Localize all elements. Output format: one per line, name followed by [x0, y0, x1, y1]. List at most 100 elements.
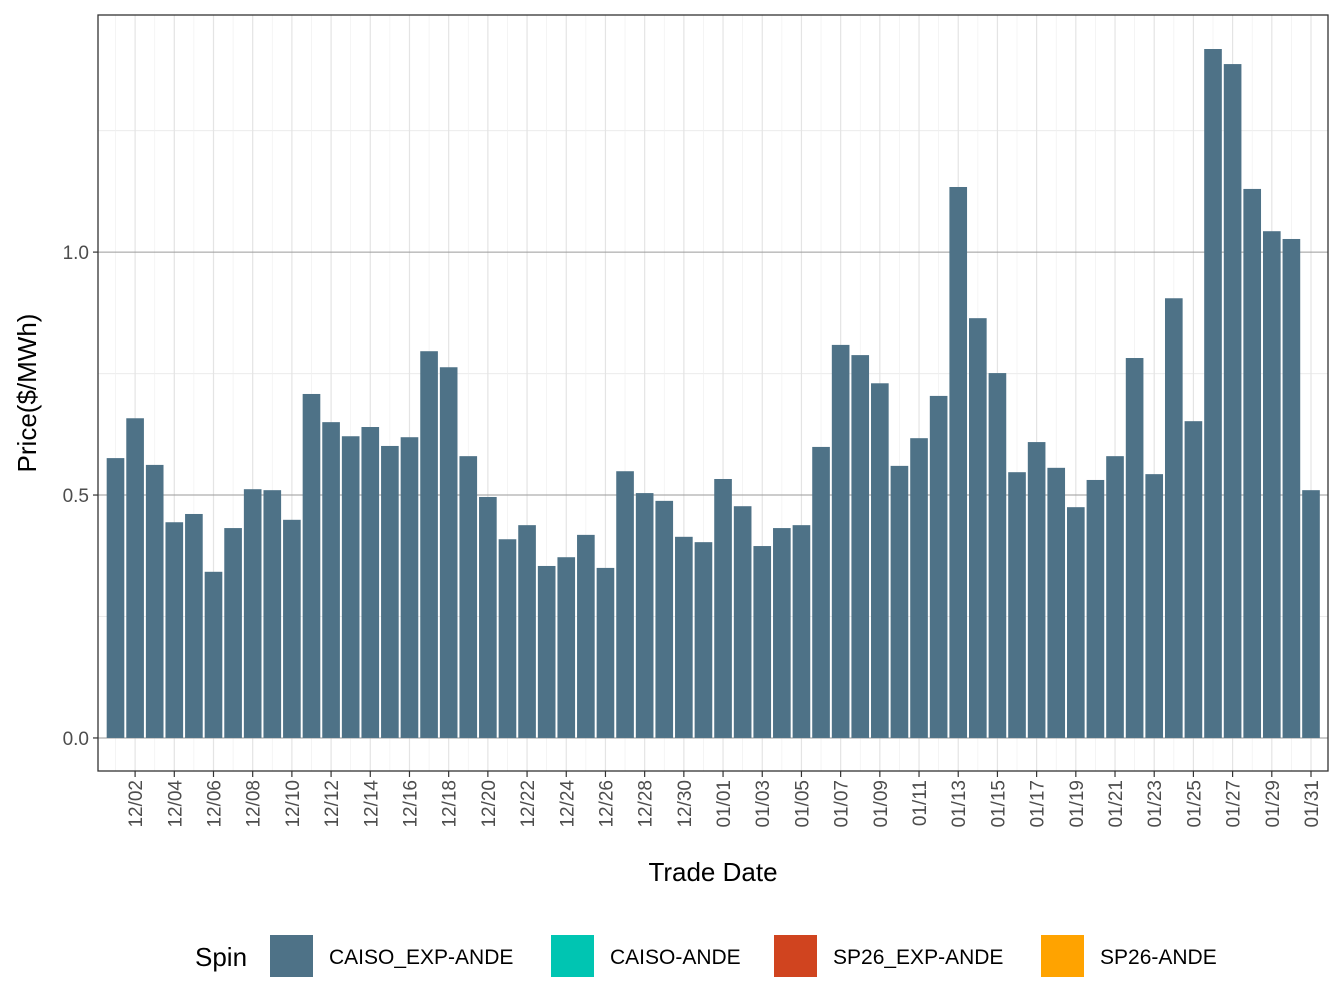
bar-01/03: [753, 546, 772, 738]
y-tick-label: 1.0: [63, 243, 89, 264]
bars: [106, 49, 1320, 738]
bar-01/09: [871, 383, 889, 738]
bar-01/23: [1145, 474, 1164, 738]
bar-01/10: [890, 465, 909, 738]
x-tick-label: 01/07: [832, 780, 853, 828]
bar-12/28: [635, 493, 654, 738]
bar-01/13: [949, 186, 968, 738]
bar-12/07: [224, 528, 242, 738]
x-tick-label: 12/06: [204, 780, 225, 828]
bar-12/26: [596, 567, 615, 738]
bar-01/25: [1184, 421, 1203, 738]
legend-swatch-CAISO-ANDE: [551, 935, 594, 977]
bar-12/23: [537, 565, 556, 738]
bar-01/20: [1086, 479, 1105, 738]
bar-01/18: [1047, 467, 1066, 738]
legend-label: CAISO-ANDE: [610, 946, 741, 969]
x-tick-label: 01/27: [1224, 780, 1245, 828]
x-tick-label: 12/16: [400, 780, 421, 828]
x-tick-label: 01/19: [1067, 780, 1088, 828]
legend-title: Spin: [195, 942, 247, 972]
bar-01/26: [1204, 49, 1222, 738]
bar-12/17: [420, 351, 438, 738]
x-tick-label: 12/10: [283, 780, 304, 828]
x-tick-label: 12/02: [126, 780, 147, 828]
gridlines: [98, 15, 1328, 771]
x-tick-label: 01/15: [988, 780, 1009, 828]
x-tick-label: 12/20: [479, 780, 500, 828]
bar-12/04: [165, 522, 184, 738]
bar-01/01: [714, 478, 732, 738]
bar-12/16: [400, 437, 419, 738]
bar-01/27: [1223, 64, 1242, 738]
bar-01/14: [969, 318, 987, 738]
bar-01/17: [1027, 442, 1046, 738]
bar-01/12: [929, 395, 948, 738]
x-tick-label: 01/01: [714, 780, 735, 828]
bar-12/27: [616, 471, 634, 738]
bar-01/30: [1282, 238, 1301, 738]
bar-12/11: [302, 393, 321, 738]
bar-12/05: [185, 513, 203, 738]
bar-12/30: [675, 536, 693, 738]
x-tick-label: 01/03: [753, 780, 774, 828]
bar-01/24: [1164, 298, 1183, 738]
bar-01/29: [1262, 231, 1281, 738]
x-tick-label: 12/30: [675, 780, 696, 828]
bar-01/05: [792, 525, 811, 738]
bar-12/31: [694, 542, 713, 738]
x-tick-label: 01/23: [1145, 780, 1166, 828]
bar-12/10: [283, 519, 301, 738]
x-tick-label: 01/05: [792, 780, 813, 828]
bar-01/04: [773, 528, 791, 738]
x-tick-label: 12/22: [518, 780, 539, 828]
bar-12/25: [577, 534, 595, 738]
bar-12/22: [518, 525, 536, 738]
bar-01/07: [831, 344, 850, 738]
legend-label: SP26-ANDE: [1100, 946, 1217, 969]
bar-12/15: [381, 445, 399, 738]
bar-01/16: [1008, 472, 1026, 738]
bar-01/19: [1067, 507, 1085, 738]
x-tick-label: 01/21: [1106, 780, 1127, 828]
bar-12/14: [361, 427, 380, 738]
y-tick-label: 0.0: [63, 729, 89, 750]
x-tick-label: 01/31: [1302, 780, 1323, 828]
legend-swatch-CAISO_EXP-ANDE: [270, 935, 313, 977]
x-tick-label: 12/08: [244, 780, 265, 828]
bar-12/06: [204, 571, 223, 738]
bar-12/02: [126, 418, 144, 738]
y-axis: 0.0 0.5 1.0: [63, 243, 98, 750]
bar-01/22: [1125, 358, 1144, 738]
plot-border: [97, 14, 1329, 772]
bar-01/08: [851, 355, 870, 738]
legend-swatch-SP26_EXP-ANDE: [774, 935, 817, 977]
x-tick-label: 01/13: [949, 780, 970, 828]
y-tick-label: 0.5: [63, 486, 89, 507]
bar-12/18: [439, 367, 458, 738]
bar-01/06: [812, 446, 830, 738]
bar-01/31: [1302, 490, 1320, 738]
bar-12/29: [655, 500, 674, 738]
x-tick-label: 01/09: [871, 780, 892, 828]
bar-12/09: [263, 490, 282, 738]
bar-01/28: [1243, 188, 1262, 738]
bar-12/12: [322, 422, 340, 738]
bar-12/01: [106, 458, 125, 738]
bar-12/19: [459, 456, 478, 738]
bar-01/11: [910, 438, 928, 738]
bar-12/03: [145, 464, 164, 738]
x-tick-label: 01/25: [1184, 780, 1205, 828]
x-tick-label: 12/04: [165, 780, 186, 828]
legend-swatch-SP26-ANDE: [1041, 935, 1084, 977]
x-tick-label: 01/11: [910, 780, 931, 826]
bar-01/15: [988, 373, 1007, 738]
legend-label: CAISO_EXP-ANDE: [329, 946, 513, 969]
bar-12/08: [243, 489, 262, 738]
bar-12/24: [557, 557, 576, 738]
x-tick-label: 01/17: [1028, 780, 1049, 828]
bar-12/13: [341, 436, 360, 738]
x-tick-label: 12/28: [636, 780, 657, 828]
x-axis-title: Trade Date: [648, 857, 777, 887]
x-tick-label: 12/12: [322, 780, 343, 828]
